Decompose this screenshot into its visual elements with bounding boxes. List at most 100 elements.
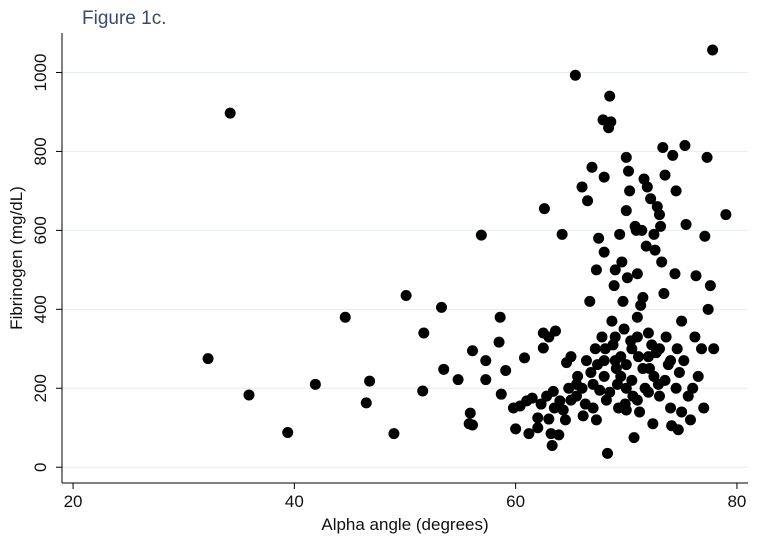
point <box>596 331 608 343</box>
point <box>523 428 535 440</box>
x-tick-label: 20 <box>64 492 83 511</box>
point <box>549 325 561 337</box>
point <box>626 374 638 386</box>
point <box>609 331 621 343</box>
point <box>537 342 549 354</box>
point <box>701 151 713 163</box>
point <box>606 315 618 327</box>
axes: 0 200 400 600 800 1000 20 40 60 80 <box>31 33 748 511</box>
point <box>538 203 550 215</box>
point <box>617 295 629 307</box>
point <box>623 165 635 177</box>
point <box>518 352 530 364</box>
point <box>620 205 632 217</box>
point <box>647 418 659 430</box>
point <box>571 390 582 402</box>
x-tick-label: 40 <box>285 492 304 511</box>
point <box>556 228 568 240</box>
point <box>660 331 672 343</box>
y-tick-label: 1000 <box>31 54 50 92</box>
point <box>601 447 613 459</box>
point <box>669 268 681 280</box>
point <box>642 351 654 363</box>
point <box>642 386 654 398</box>
point <box>590 264 602 276</box>
point <box>493 336 505 348</box>
point <box>598 246 610 258</box>
point <box>224 107 236 119</box>
point <box>360 397 372 409</box>
point <box>658 288 670 300</box>
y-tick-label: 400 <box>31 295 50 323</box>
point <box>631 311 643 323</box>
x-axis-label: Alpha angle (degrees) <box>321 515 488 534</box>
point <box>648 228 660 240</box>
point <box>659 374 671 386</box>
point <box>563 382 575 394</box>
point <box>687 382 699 394</box>
point <box>495 388 507 400</box>
point <box>609 264 621 276</box>
points <box>202 44 732 459</box>
point <box>632 351 644 363</box>
point <box>659 169 671 181</box>
point <box>679 140 691 151</box>
point <box>692 370 704 382</box>
point <box>438 363 450 375</box>
point <box>626 343 638 355</box>
point <box>702 303 714 315</box>
point <box>535 398 547 410</box>
point <box>640 240 652 252</box>
point <box>202 353 214 365</box>
chart-title: Figure 1c. <box>82 8 166 29</box>
point <box>400 290 412 301</box>
point <box>480 355 492 367</box>
point <box>690 270 702 282</box>
point <box>565 351 577 363</box>
point <box>418 327 430 339</box>
point <box>577 410 589 422</box>
point <box>608 280 620 292</box>
point <box>464 407 476 419</box>
point <box>452 374 464 386</box>
point <box>699 230 711 242</box>
point <box>708 343 720 355</box>
y-tick-label: 0 <box>31 462 50 471</box>
point <box>605 116 617 128</box>
point <box>590 414 602 426</box>
point <box>624 185 636 197</box>
point <box>466 419 478 431</box>
point <box>636 224 648 236</box>
point <box>620 359 632 371</box>
point <box>466 345 478 357</box>
point <box>572 370 584 382</box>
point <box>615 370 627 382</box>
point <box>665 355 677 367</box>
point <box>543 413 555 425</box>
point <box>720 209 732 221</box>
point <box>645 193 657 205</box>
point <box>631 331 643 343</box>
point <box>559 414 571 426</box>
y-tick-label: 200 <box>31 374 50 402</box>
point <box>621 272 633 284</box>
grid <box>62 71 748 468</box>
point <box>628 432 640 444</box>
point <box>569 69 581 81</box>
point <box>585 366 597 378</box>
point <box>604 90 616 102</box>
point <box>648 370 660 382</box>
point <box>548 402 560 414</box>
point <box>678 355 690 367</box>
y-tick-label: 600 <box>31 216 50 244</box>
point <box>593 232 605 244</box>
point <box>576 181 588 193</box>
point <box>672 424 684 436</box>
point <box>653 390 665 402</box>
point <box>689 331 701 343</box>
point <box>631 268 643 280</box>
point <box>631 394 643 406</box>
point <box>364 375 376 387</box>
point <box>475 229 487 241</box>
